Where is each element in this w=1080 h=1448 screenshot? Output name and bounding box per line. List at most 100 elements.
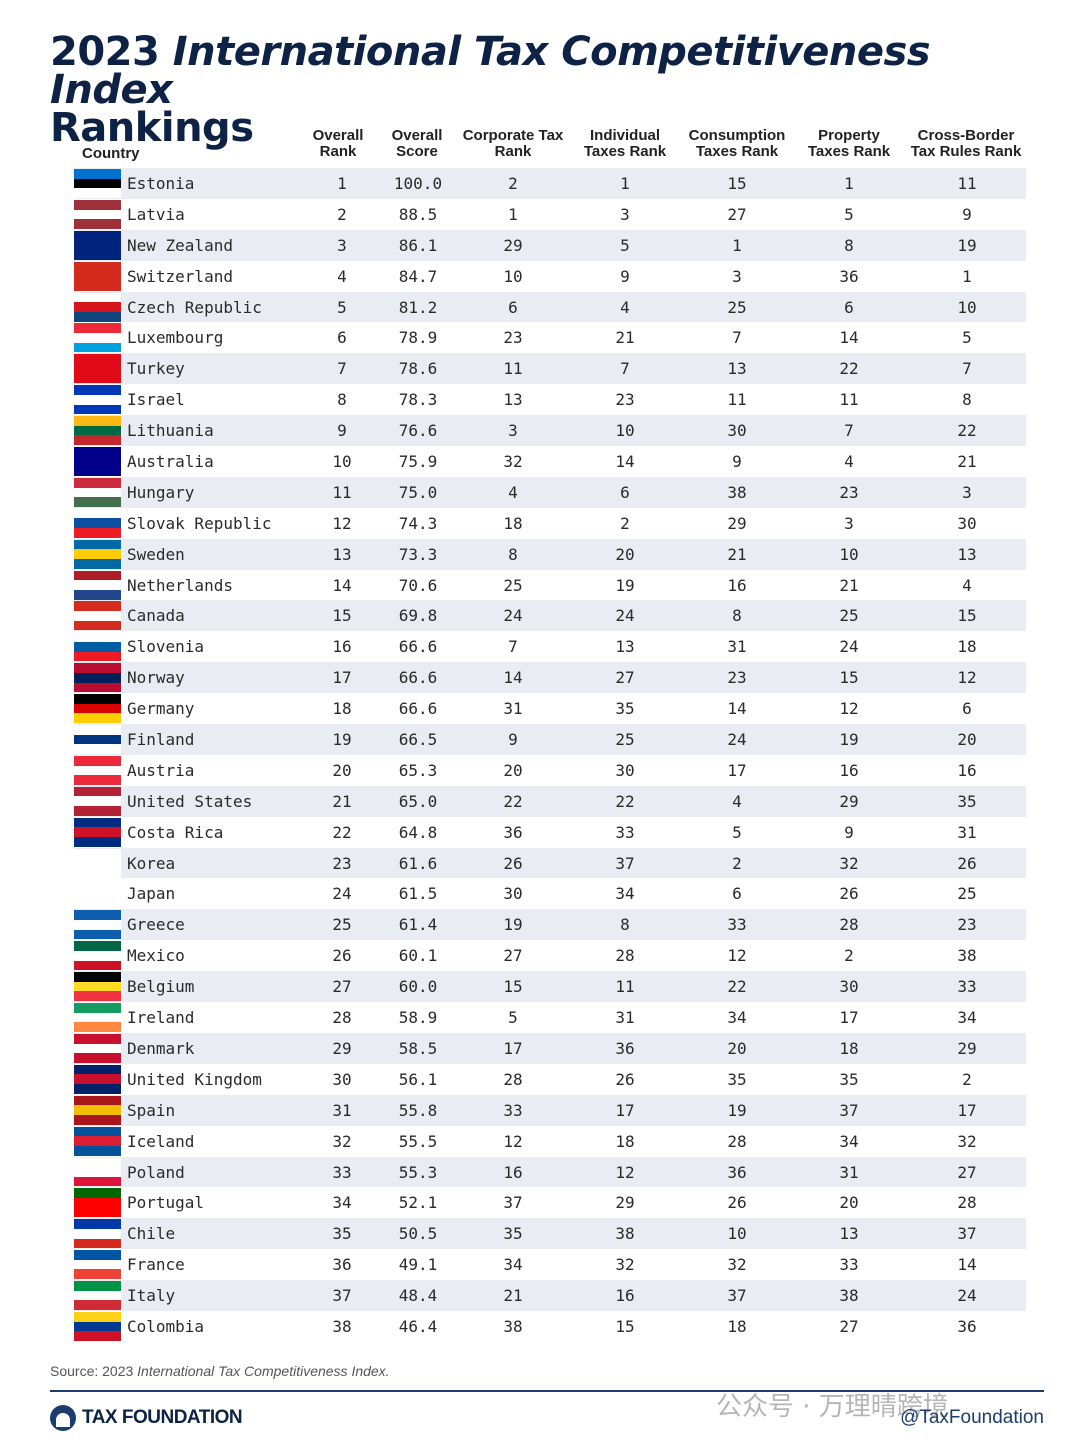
footer-rule bbox=[50, 1390, 1044, 1392]
flag-icon bbox=[74, 1188, 121, 1218]
table-row: Finland 19 66.5 9 25 24 19 20 bbox=[74, 724, 1026, 755]
cell-score: 81.2 bbox=[398, 297, 438, 317]
cell-cons: 22 bbox=[727, 977, 747, 997]
cell-cons: 35 bbox=[727, 1069, 747, 1089]
cell-indiv: 29 bbox=[615, 1193, 635, 1213]
cell-cross: 10 bbox=[957, 297, 977, 317]
cell-prop: 18 bbox=[839, 1038, 859, 1058]
cell-corp: 18 bbox=[503, 513, 523, 533]
cell-score: 69.8 bbox=[398, 606, 438, 626]
cell-score: 55.8 bbox=[398, 1100, 438, 1120]
cell-indiv: 17 bbox=[615, 1100, 635, 1120]
country-name: Hungary bbox=[127, 482, 195, 502]
cell-prop: 4 bbox=[844, 452, 854, 472]
cell-rank: 19 bbox=[332, 730, 352, 750]
cell-cons: 12 bbox=[727, 946, 747, 966]
table-row: Switzerland 4 84.7 10 9 3 36 1 bbox=[74, 261, 1026, 292]
header-overall-score: Overall Score bbox=[391, 127, 443, 160]
cell-rank: 9 bbox=[337, 421, 347, 441]
cell-rank: 21 bbox=[332, 791, 352, 811]
cell-score: 75.0 bbox=[398, 482, 438, 502]
cell-corp: 8 bbox=[508, 544, 518, 564]
cell-corp: 35 bbox=[503, 1224, 523, 1244]
cell-rank: 15 bbox=[332, 606, 352, 626]
flag-icon bbox=[74, 601, 121, 631]
cell-score: 48.4 bbox=[398, 1286, 438, 1306]
cell-rank: 31 bbox=[332, 1100, 352, 1120]
cell-score: 60.0 bbox=[398, 977, 438, 997]
country-name: Canada bbox=[127, 606, 185, 626]
flag-icon bbox=[74, 632, 121, 662]
cell-score: 78.3 bbox=[398, 390, 438, 410]
table-row: Spain 31 55.8 33 17 19 37 17 bbox=[74, 1094, 1026, 1126]
cell-prop: 31 bbox=[839, 1162, 859, 1182]
flag-icon bbox=[74, 447, 121, 476]
cell-prop: 28 bbox=[839, 915, 859, 935]
country-name: Lithuania bbox=[127, 421, 214, 441]
cell-corp: 3 bbox=[508, 421, 518, 441]
cell-cons: 25 bbox=[727, 297, 747, 317]
cell-corp: 19 bbox=[503, 915, 523, 935]
cell-rank: 1 bbox=[337, 174, 347, 193]
cell-corp: 36 bbox=[503, 822, 523, 842]
country-name: United Kingdom bbox=[127, 1069, 262, 1089]
cell-cross: 9 bbox=[962, 204, 972, 224]
cell-cross: 29 bbox=[957, 1038, 977, 1058]
country-name: Chile bbox=[127, 1224, 176, 1244]
cell-indiv: 27 bbox=[615, 668, 635, 688]
cell-prop: 25 bbox=[839, 606, 859, 626]
header-country: Country bbox=[82, 145, 140, 162]
cell-corp: 2 bbox=[508, 174, 518, 193]
cell-cons: 6 bbox=[732, 884, 742, 904]
cell-indiv: 20 bbox=[615, 544, 635, 564]
country-name: Austria bbox=[127, 760, 195, 780]
country-name: Costa Rica bbox=[127, 822, 224, 842]
flag-icon bbox=[74, 539, 121, 569]
header-consumption: Consumption Taxes Rank bbox=[688, 127, 786, 160]
flag-icon bbox=[74, 570, 121, 600]
cell-indiv: 8 bbox=[620, 915, 630, 935]
cell-corp: 27 bbox=[503, 946, 523, 966]
cell-indiv: 11 bbox=[615, 977, 635, 997]
flag-icon bbox=[74, 1064, 121, 1094]
country-name: Sweden bbox=[127, 544, 185, 564]
cell-indiv: 26 bbox=[615, 1069, 635, 1089]
brand-name: TAX FOUNDATION bbox=[82, 1407, 243, 1428]
cell-cons: 18 bbox=[727, 1316, 747, 1336]
cell-indiv: 32 bbox=[615, 1255, 635, 1275]
cell-corp: 29 bbox=[503, 235, 523, 255]
table-row: Turkey 7 78.6 11 7 13 22 7 bbox=[74, 353, 1026, 385]
cell-cons: 30 bbox=[727, 421, 747, 441]
cell-rank: 22 bbox=[332, 822, 352, 842]
country-name: Slovak Republic bbox=[127, 513, 272, 533]
cell-rank: 34 bbox=[332, 1193, 352, 1213]
table-row: Italy 37 48.4 21 16 37 38 24 bbox=[74, 1280, 1026, 1311]
flag-icon bbox=[74, 663, 121, 693]
country-name: Colombia bbox=[127, 1316, 205, 1336]
table-row: Israel 8 78.3 13 23 11 11 8 bbox=[74, 384, 1026, 415]
brand-logo: TAX FOUNDATION bbox=[50, 1405, 243, 1431]
flag-icon bbox=[74, 1219, 121, 1249]
table-row: Slovak Republic 12 74.3 18 2 29 3 30 bbox=[74, 508, 1026, 539]
cell-cross: 19 bbox=[957, 235, 977, 255]
country-name: Czech Republic bbox=[127, 297, 262, 317]
cell-corp: 21 bbox=[503, 1286, 523, 1306]
cell-prop: 14 bbox=[839, 328, 859, 348]
table-row: Iceland 32 55.5 12 18 28 34 32 bbox=[74, 1126, 1026, 1157]
cell-cross: 2 bbox=[962, 1069, 972, 1089]
page-title: 2023 International Tax Competitiveness I… bbox=[50, 32, 1050, 148]
cell-indiv: 12 bbox=[615, 1162, 635, 1182]
cell-cons: 15 bbox=[727, 174, 747, 193]
cell-prop: 1 bbox=[844, 174, 854, 193]
country-name: Portugal bbox=[127, 1193, 205, 1213]
cell-indiv: 25 bbox=[615, 730, 635, 750]
cell-indiv: 35 bbox=[615, 699, 635, 719]
cell-corp: 15 bbox=[503, 977, 523, 997]
cell-rank: 32 bbox=[332, 1131, 352, 1151]
country-name: Luxembourg bbox=[127, 328, 224, 348]
cell-score: 49.1 bbox=[398, 1255, 438, 1275]
cell-prop: 13 bbox=[839, 1224, 859, 1244]
cell-cons: 2 bbox=[732, 853, 742, 873]
cell-rank: 3 bbox=[337, 235, 347, 255]
cell-rank: 20 bbox=[332, 760, 352, 780]
